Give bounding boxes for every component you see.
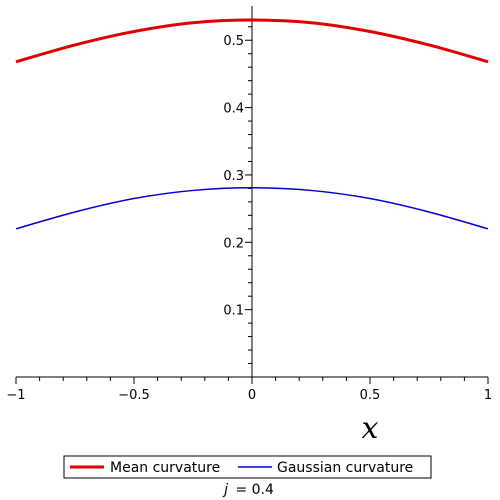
- x-tick-label: −0.5: [118, 388, 150, 403]
- x-tick-label: 1: [484, 388, 492, 403]
- y-tick-label: 0.1: [223, 304, 244, 319]
- x-axis-title: x: [362, 411, 379, 446]
- y-tick-label: 0.5: [223, 34, 244, 49]
- parameter-caption: j = 0.4: [222, 482, 274, 498]
- series-line-gaussian-curvature: [15, 186, 489, 230]
- y-tick-label: 0.3: [223, 169, 244, 184]
- svg-text:j = 0.4: j = 0.4: [222, 482, 274, 498]
- legend: Mean curvature Gaussian curvature: [63, 455, 432, 479]
- series-layer: [15, 18, 489, 230]
- axes: −1 −0.5 0 0.5 1 0.1 0.2 0.3 0.4 0.5: [6, 6, 492, 403]
- x-tick-label: 0: [248, 388, 256, 403]
- x-tick-label: −1: [6, 388, 25, 403]
- caption-variable: j: [222, 482, 228, 498]
- caption-value: = 0.4: [235, 482, 274, 498]
- legend-label-gaussian-curvature: Gaussian curvature: [277, 460, 413, 476]
- series-line-mean-curvature: [15, 18, 489, 64]
- legend-label-mean-curvature: Mean curvature: [110, 460, 220, 476]
- x-tick-label: 0.5: [360, 388, 381, 403]
- y-tick-label: 0.4: [223, 102, 244, 117]
- y-tick-label: 0.2: [223, 236, 244, 251]
